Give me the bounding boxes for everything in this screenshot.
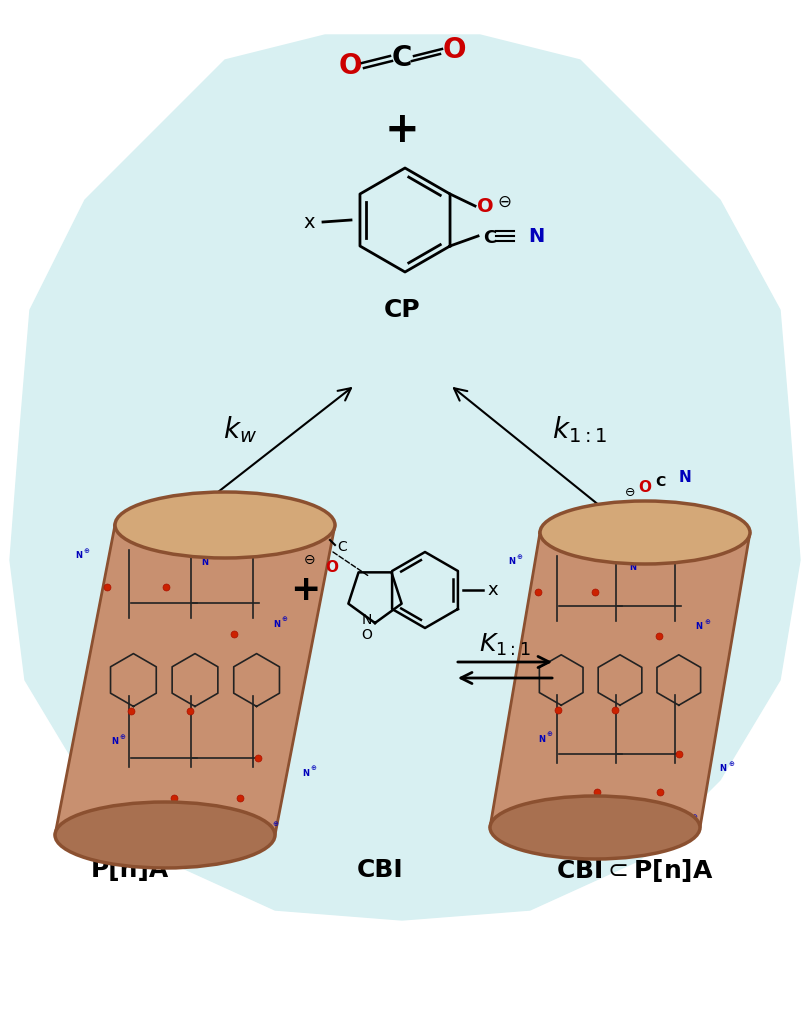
Text: $\boldsymbol{k_{1:1}}$: $\boldsymbol{k_{1:1}}$ bbox=[552, 415, 608, 445]
Text: N: N bbox=[508, 558, 515, 567]
Text: $\boldsymbol{K_{1:1}}$: $\boldsymbol{K_{1:1}}$ bbox=[479, 632, 530, 658]
Text: +: + bbox=[385, 108, 419, 151]
Ellipse shape bbox=[115, 492, 335, 558]
Text: N: N bbox=[111, 737, 118, 746]
Text: O: O bbox=[325, 560, 338, 575]
Text: O: O bbox=[338, 52, 361, 80]
Text: N: N bbox=[696, 623, 703, 632]
Text: O: O bbox=[442, 37, 466, 64]
Text: CBI: CBI bbox=[357, 858, 403, 882]
Text: ⊖: ⊖ bbox=[625, 486, 635, 499]
Text: N: N bbox=[176, 824, 184, 834]
Text: +: + bbox=[290, 573, 320, 607]
Text: ⊕: ⊕ bbox=[120, 734, 126, 740]
Polygon shape bbox=[10, 35, 800, 920]
Ellipse shape bbox=[540, 501, 750, 564]
Text: O: O bbox=[638, 480, 651, 495]
Text: ⊕: ⊕ bbox=[729, 760, 734, 767]
Text: ⊕: ⊕ bbox=[185, 820, 191, 826]
Text: N: N bbox=[539, 734, 545, 743]
Text: N: N bbox=[679, 470, 691, 485]
Text: N: N bbox=[528, 226, 544, 245]
Text: ⊕: ⊕ bbox=[273, 820, 279, 826]
Text: ⊕: ⊕ bbox=[691, 813, 697, 819]
Text: x: x bbox=[303, 213, 315, 231]
Text: C: C bbox=[483, 229, 497, 247]
Text: N: N bbox=[302, 769, 309, 778]
Text: C: C bbox=[655, 476, 665, 490]
Text: N: N bbox=[264, 824, 271, 834]
Text: O: O bbox=[361, 628, 373, 642]
Text: O: O bbox=[477, 197, 493, 216]
Text: ⊕: ⊕ bbox=[210, 555, 216, 560]
Text: N: N bbox=[683, 817, 690, 826]
Text: ⊕: ⊕ bbox=[517, 554, 522, 560]
Text: C: C bbox=[337, 540, 347, 554]
Text: ⊕: ⊕ bbox=[282, 617, 287, 623]
Text: N: N bbox=[598, 817, 605, 826]
Text: ⊕: ⊕ bbox=[704, 619, 710, 625]
Text: N: N bbox=[720, 764, 727, 773]
Text: N: N bbox=[361, 613, 372, 627]
Ellipse shape bbox=[490, 796, 700, 859]
Text: CP: CP bbox=[384, 298, 420, 322]
Polygon shape bbox=[490, 532, 750, 827]
Polygon shape bbox=[55, 525, 335, 835]
Text: ⊖: ⊖ bbox=[497, 193, 511, 211]
Text: ⊖: ⊖ bbox=[304, 553, 316, 567]
Text: O: O bbox=[319, 525, 332, 540]
Text: ⊕: ⊕ bbox=[547, 731, 553, 737]
Text: ⊕: ⊕ bbox=[311, 765, 316, 771]
Text: x: x bbox=[488, 581, 498, 599]
Text: ⊕: ⊕ bbox=[84, 548, 89, 554]
Text: N: N bbox=[273, 620, 280, 629]
Text: N: N bbox=[629, 564, 636, 572]
Text: C: C bbox=[392, 44, 412, 72]
Text: ⊕: ⊕ bbox=[638, 560, 643, 566]
Text: CBI$\subset$P[n]A: CBI$\subset$P[n]A bbox=[556, 857, 714, 883]
Text: P[n]A: P[n]A bbox=[91, 858, 169, 882]
Text: $\boldsymbol{k_w}$: $\boldsymbol{k_w}$ bbox=[223, 415, 257, 445]
Text: N: N bbox=[75, 552, 82, 561]
Text: ⊕: ⊕ bbox=[607, 813, 613, 819]
Ellipse shape bbox=[55, 802, 275, 868]
Text: N: N bbox=[202, 558, 208, 567]
